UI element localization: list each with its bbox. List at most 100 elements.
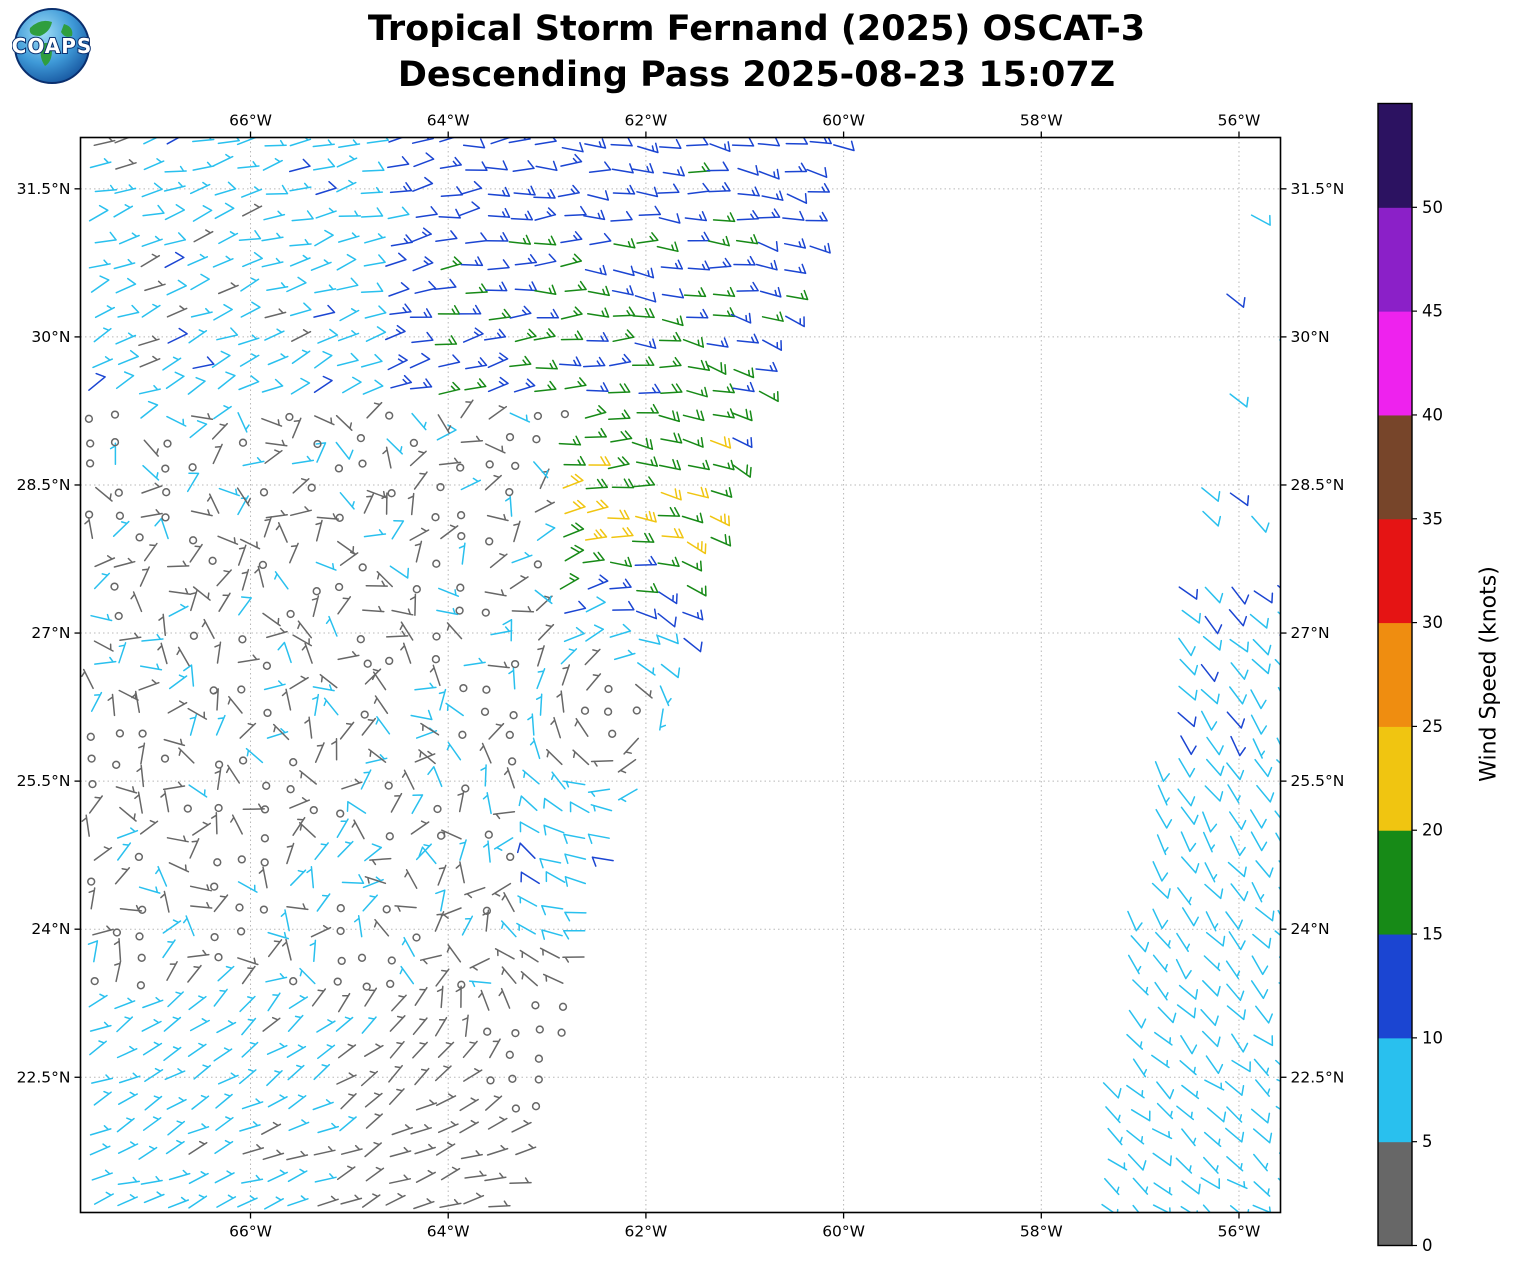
calm-circle <box>358 459 367 468</box>
wind-barb <box>109 442 117 466</box>
wind-barb <box>407 492 415 516</box>
wind-barb <box>488 308 511 321</box>
wind-barb <box>1229 492 1250 507</box>
wind-barb <box>364 876 387 885</box>
wind-barb <box>391 994 407 1012</box>
calm-circle <box>505 730 514 740</box>
calm-circle <box>86 732 95 741</box>
wind-barb <box>1205 931 1226 947</box>
wind-barb <box>188 784 208 798</box>
wind-barb <box>313 304 336 318</box>
wind-barb <box>167 1196 190 1209</box>
wind-barb <box>1255 860 1274 878</box>
wind-barb <box>550 716 562 739</box>
wind-barb <box>188 1194 208 1209</box>
colorbar-segment <box>1378 830 1412 935</box>
wind-barb <box>339 721 355 740</box>
wind-barb <box>88 887 96 910</box>
wind-barb <box>361 717 377 736</box>
wind-barb <box>784 162 808 173</box>
wind-barb <box>559 356 582 367</box>
wind-barb <box>1178 685 1198 701</box>
wind-barb <box>1253 590 1274 604</box>
wind-barb <box>1126 1033 1144 1050</box>
wind-barb <box>241 186 263 198</box>
wind-barb <box>114 184 137 194</box>
calm-circle <box>531 1102 541 1111</box>
wind-barb <box>362 605 385 613</box>
wind-barb <box>564 544 585 562</box>
wind-barb <box>139 663 163 671</box>
wind-barb <box>469 957 490 971</box>
wind-barb <box>608 409 631 421</box>
wind-barb <box>160 890 170 913</box>
wind-barb <box>142 204 165 217</box>
wind-barb <box>435 968 450 987</box>
wind-barb <box>241 1017 257 1036</box>
calm-circle <box>531 1001 540 1010</box>
wind-barb <box>658 213 681 224</box>
wind-barb <box>1132 1058 1148 1078</box>
wind-barb <box>533 188 556 199</box>
wind-barb <box>1227 861 1247 878</box>
wind-barb <box>340 1144 363 1155</box>
wind-barb <box>142 1116 162 1131</box>
wind-barb <box>183 664 195 687</box>
wind-barb <box>458 304 482 315</box>
wind-barb <box>1205 1055 1224 1075</box>
calm-circle <box>558 1002 568 1011</box>
wind-barb <box>412 256 434 272</box>
wind-barb <box>1200 688 1220 705</box>
wind-barb <box>138 886 161 894</box>
wind-barb <box>1152 861 1169 882</box>
wind-barb <box>757 240 779 252</box>
wind-barb <box>1152 1152 1172 1167</box>
wind-barb <box>115 786 138 794</box>
wind-barb <box>386 438 403 455</box>
wind-barb <box>418 846 437 865</box>
wind-barb <box>437 1041 455 1058</box>
wind-barb <box>535 693 543 716</box>
wind-barb <box>732 464 752 478</box>
wind-barb <box>116 827 139 839</box>
wind-barb <box>438 688 447 711</box>
wind-barb <box>485 1095 503 1111</box>
wind-barb <box>287 1168 308 1183</box>
wind-barb-layer <box>81 138 1280 1212</box>
calm-circle <box>608 729 617 738</box>
wind-barb <box>93 640 114 652</box>
wind-barb <box>585 478 609 490</box>
wind-barb <box>736 281 759 292</box>
wind-barb <box>635 683 653 699</box>
wind-barb <box>230 814 243 835</box>
wind-barb <box>362 379 384 395</box>
wind-barb <box>364 1043 384 1057</box>
wind-barb <box>460 1150 483 1160</box>
wind-barb <box>84 516 94 540</box>
wind-barb <box>141 1018 162 1032</box>
wind-barb <box>266 282 289 291</box>
wind-barb <box>533 328 556 341</box>
wind-barb <box>1180 831 1197 853</box>
wind-barb <box>733 255 756 266</box>
wind-barb <box>1253 1153 1269 1172</box>
wind-barb <box>607 456 630 470</box>
wind-barb <box>1226 762 1245 781</box>
wind-barb <box>517 895 538 907</box>
wind-barb <box>140 509 163 518</box>
wind-barb <box>1104 1177 1120 1196</box>
calm-circle <box>358 563 367 572</box>
wind-barb <box>1181 856 1200 874</box>
wind-barb <box>440 186 464 198</box>
wind-barb <box>336 818 349 838</box>
wind-barb <box>591 856 614 867</box>
wind-barb <box>463 657 486 667</box>
wind-barb <box>365 326 387 342</box>
wind-barb <box>415 1099 438 1111</box>
wind-barb <box>186 472 200 493</box>
wind-barb <box>590 804 613 812</box>
wind-barb <box>557 184 580 198</box>
wind-barb <box>659 138 682 149</box>
wind-barb <box>119 632 142 641</box>
wind-barb <box>536 523 556 541</box>
